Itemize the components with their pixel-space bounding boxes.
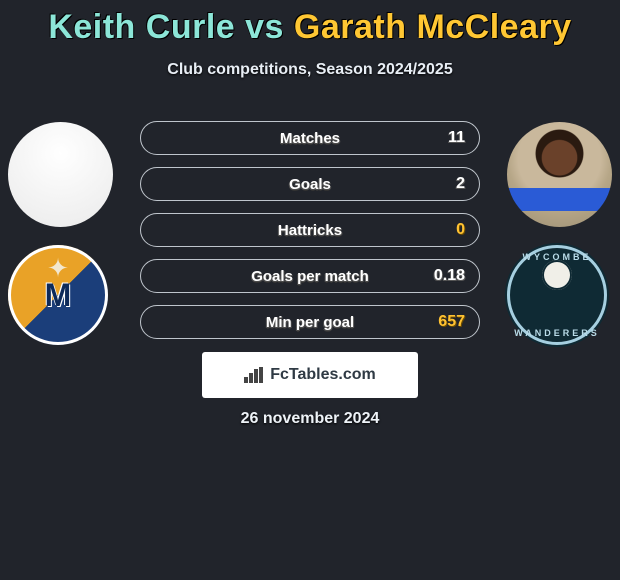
player1-name: Keith Curle [48,8,235,46]
stat-label: Hattricks [278,222,342,239]
left-column: ✦ [8,122,113,345]
stat-row-matches: Matches 11 [140,121,480,155]
site-text: FcTables.com [270,366,376,384]
player2-name: Garath McCleary [294,8,572,46]
right-column: WYCOMBE WANDERERS [507,122,612,345]
stag-icon: ✦ [47,255,69,281]
wycombe-wanderers-crest: WYCOMBE WANDERERS [507,245,607,345]
stat-label: Goals per match [251,268,369,285]
crest-text-top: WYCOMBE [510,252,604,262]
stat-row-hattricks: Hattricks 0 [140,213,480,247]
stat-right-value: 11 [448,122,465,154]
stat-row-goals: Goals 2 [140,167,480,201]
stats-block: Matches 11 Goals 2 Hattricks 0 Goals per… [140,121,480,351]
bars-icon [244,367,264,383]
stat-right-value: 2 [456,168,465,200]
crest-text-bottom: WANDERERS [510,328,604,338]
stat-label: Matches [280,130,340,147]
subtitle: Club competitions, Season 2024/2025 [0,61,620,79]
stat-right-value: 0.18 [434,260,465,292]
page-title: Keith Curle vs Garath McCleary [0,0,620,47]
stat-row-min-per-goal: Min per goal 657 [140,305,480,339]
date-text: 26 november 2024 [0,410,620,428]
site-attribution: FcTables.com [202,352,418,398]
vs-text: vs [245,8,284,46]
stat-label: Min per goal [266,314,354,331]
garath-mccleary-photo [507,122,612,227]
stat-label: Goals [289,176,331,193]
stat-row-goals-per-match: Goals per match 0.18 [140,259,480,293]
stat-right-value: 657 [438,306,465,338]
stat-right-value: 0 [456,214,465,246]
mansfield-town-crest: ✦ [8,245,108,345]
keith-curle-photo [8,122,113,227]
